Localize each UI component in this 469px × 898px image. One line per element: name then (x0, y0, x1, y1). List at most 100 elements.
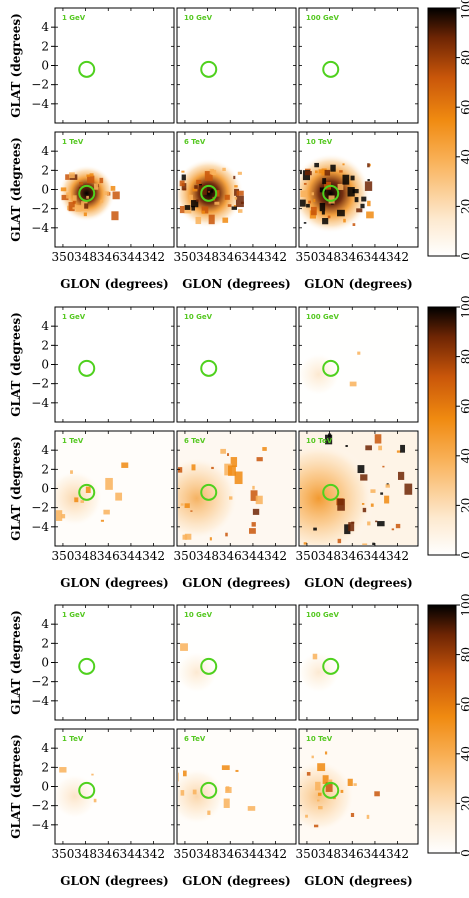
glon-tick-label: 342 (142, 250, 165, 264)
glon-tick-label: 346 (341, 250, 364, 264)
glon-tick-label: 344 (119, 847, 142, 861)
emission-map (178, 730, 295, 843)
source-circle (78, 657, 96, 675)
energy-label: 100 GeV (306, 611, 340, 619)
glat-tick-label: 4 (41, 144, 49, 158)
panel-frame (54, 306, 175, 423)
glat-tick-label: 2 (41, 636, 49, 650)
glon-axis-label: GLON (degrees) (60, 576, 168, 590)
glat-tick-label: 4 (41, 319, 49, 333)
glat-tick-label: −2 (31, 377, 49, 391)
map-panel: 6 TeV 350 348 346 344 342 GLON (degrees) (173, 430, 297, 590)
glon-tick-label: 342 (142, 549, 165, 563)
map-panel: 6 TeV 350 348 346 344 342 GLON (degrees) (173, 131, 297, 291)
glon-tick-label: 344 (241, 250, 264, 264)
glon-tick-label: 344 (363, 250, 386, 264)
glat-axis-label: GLAT (degrees) (9, 734, 23, 839)
glat-axis-label: GLAT (degrees) (9, 13, 23, 118)
colorbar-tick-label: 100 (459, 0, 469, 19)
glon-tick-label: 348 (74, 250, 97, 264)
emission-map (178, 158, 244, 229)
colorbar-tick-label: 20 (459, 796, 469, 811)
glat-tick-label: 0 (41, 482, 49, 496)
glat-tick-label: −4 (31, 97, 49, 111)
glon-tick-label: 350 (295, 250, 318, 264)
glat-tick-label: −2 (31, 78, 49, 92)
energy-label: 1 TeV (62, 735, 84, 743)
map-panel: 10 GeV (176, 7, 297, 124)
source-circle (78, 359, 96, 377)
glon-tick-label: 342 (264, 847, 287, 861)
map-panel: 1 GeV 4 2 0 −2 −4 (31, 604, 175, 721)
source-circle (322, 483, 340, 501)
colorbar-tick-label: 80 (459, 349, 469, 364)
glat-tick-label: 2 (41, 760, 49, 774)
source-circle (78, 483, 96, 501)
glon-tick-label: 342 (386, 549, 409, 563)
glon-tick-label: 348 (318, 250, 341, 264)
glon-tick-label: 346 (219, 847, 242, 861)
glat-tick-label: −2 (31, 202, 49, 216)
colorbar-tick-label: 100 (459, 594, 469, 617)
source-circle (322, 60, 340, 78)
energy-label: 10 GeV (184, 611, 213, 619)
glat-tick-label: −4 (31, 694, 49, 708)
emission-map (300, 351, 361, 396)
colorbar-tick-label: 40 (459, 448, 469, 463)
glat-axis-label: GLAT (degrees) (9, 436, 23, 541)
glon-tick-label: 350 (173, 549, 196, 563)
energy-label: 10 GeV (184, 14, 213, 22)
energy-label: 10 TeV (306, 735, 333, 743)
colorbar-tick-label: 0 (459, 252, 469, 260)
source-circle (200, 60, 218, 78)
source-circle (200, 781, 218, 799)
glat-tick-label: 0 (41, 780, 49, 794)
map-panel: 10 GeV (176, 306, 297, 423)
glon-tick-label: 350 (51, 250, 74, 264)
energy-label: 1 GeV (62, 611, 86, 619)
energy-label: 6 TeV (184, 735, 206, 743)
source-circle (78, 184, 96, 202)
glon-tick-label: 344 (241, 847, 264, 861)
source-circle (200, 483, 218, 501)
glat-tick-label: −4 (31, 396, 49, 410)
glon-tick-label: 348 (74, 847, 97, 861)
colorbar-tick-label: 100 (459, 296, 469, 319)
panel-frame (298, 306, 419, 423)
map-panel: 1 TeV 4 2 0 −2 −4 350 348 346 344 342 GLON (degrees… (31, 131, 175, 291)
source-circle (322, 781, 340, 799)
energy-label: 100 GeV (306, 14, 340, 22)
glat-axis-label: GLAT (degrees) (9, 610, 23, 715)
map-panel: 10 TeV 350 348 346 344 342 GLON (degrees) (295, 131, 419, 291)
glon-tick-label: 344 (363, 847, 386, 861)
glon-axis-label: GLON (degrees) (182, 576, 290, 590)
glat-tick-label: 0 (41, 183, 49, 197)
glon-tick-label: 350 (295, 847, 318, 861)
map-panel: 10 GeV (176, 604, 297, 721)
glon-tick-label: 350 (295, 549, 318, 563)
glon-tick-label: 346 (97, 549, 120, 563)
map-panel: 6 TeV 350 348 346 344 342 GLON (degrees) (173, 728, 297, 888)
glat-tick-label: 0 (41, 656, 49, 670)
glon-tick-label: 346 (219, 250, 242, 264)
colorbar-tick-label: 0 (459, 551, 469, 559)
map-panel: 1 GeV 4 2 0 −2 −4 (31, 7, 175, 124)
source-circle (200, 184, 218, 202)
map-panel: 1 GeV 4 2 0 −2 −4 (31, 306, 175, 423)
glon-tick-label: 344 (363, 549, 386, 563)
energy-label: 100 GeV (306, 313, 340, 321)
glat-tick-label: 4 (41, 443, 49, 457)
glon-tick-label: 346 (97, 847, 120, 861)
glon-tick-label: 346 (341, 549, 364, 563)
panel-frame (176, 7, 297, 124)
glat-tick-label: 4 (41, 617, 49, 631)
glat-axis-label: GLAT (degrees) (9, 137, 23, 242)
source-circle (200, 359, 218, 377)
energy-label: 10 GeV (184, 313, 213, 321)
energy-label: 10 TeV (306, 138, 333, 146)
glat-tick-label: −4 (31, 221, 49, 235)
emission-map (300, 730, 417, 843)
colorbar: 100 80 60 40 20 0 (427, 0, 469, 260)
energy-label: 1 TeV (62, 437, 84, 445)
